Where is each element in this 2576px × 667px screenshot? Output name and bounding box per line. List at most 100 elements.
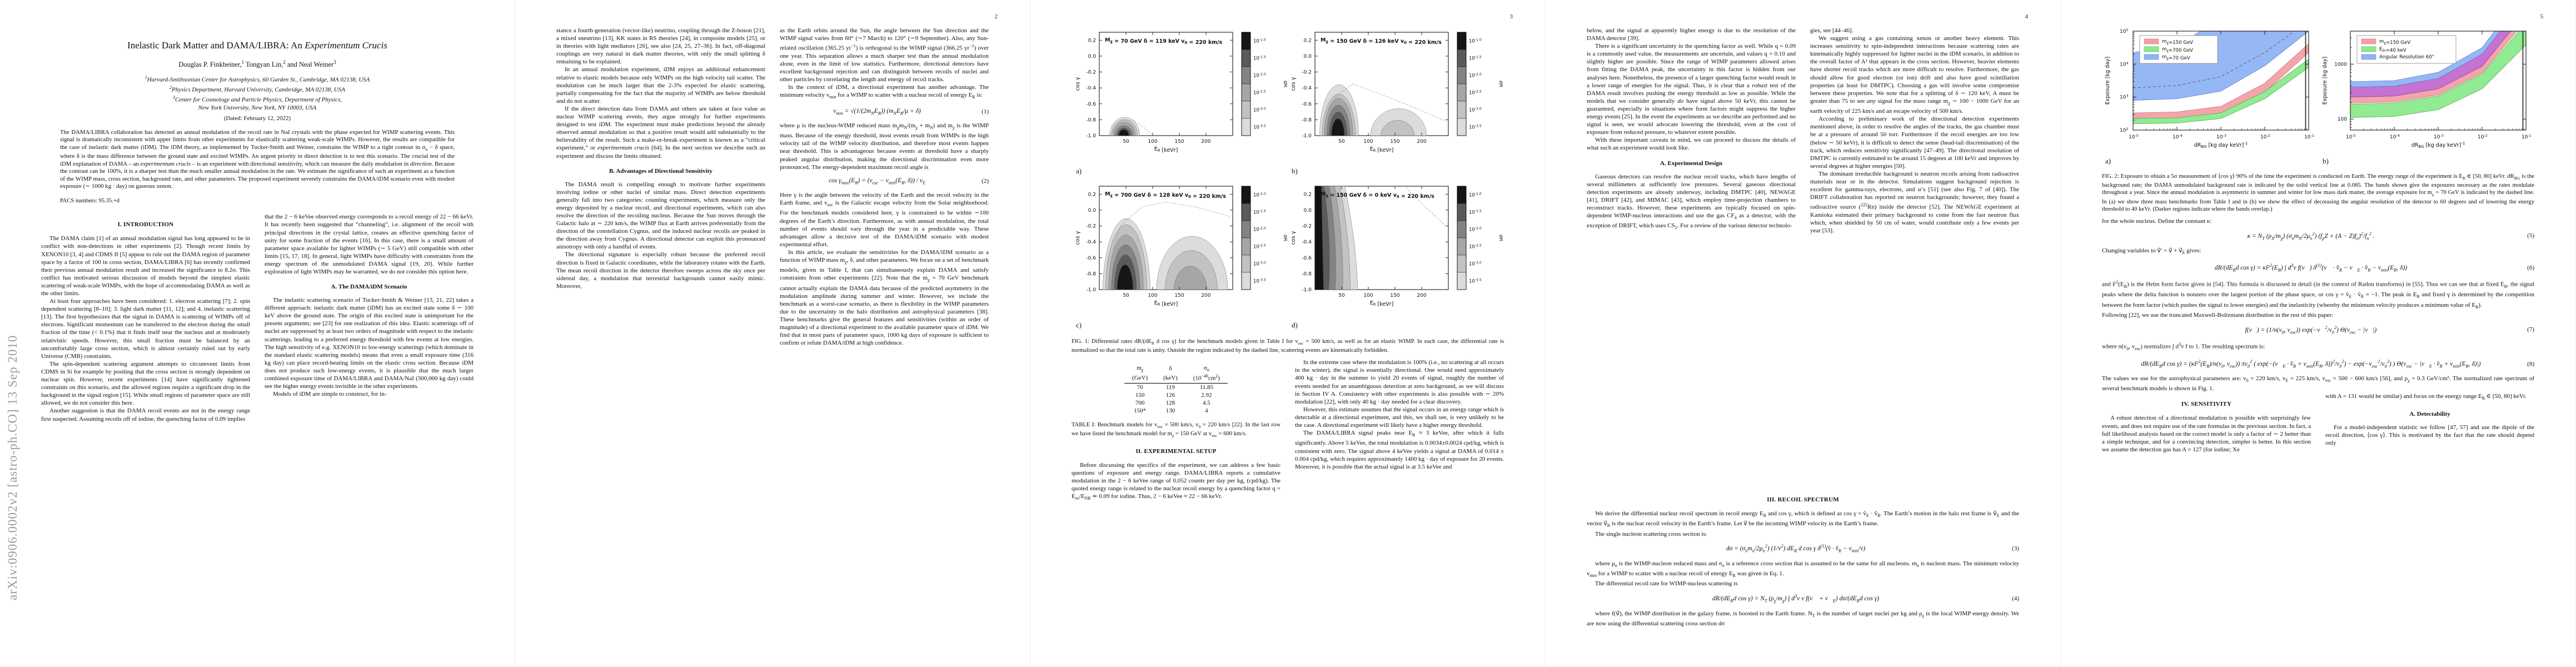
exposure-plot-b: 10-5 10-4 10-3 10-2 10-1 100 1000 Exposure [kg … bbox=[2319, 27, 2535, 167]
y-tick: -0.6 bbox=[1302, 256, 1312, 261]
paragraph: The single nucleon scattering cross sect… bbox=[1595, 530, 1707, 537]
y-tick: 0.0 bbox=[1088, 208, 1097, 213]
paragraph: stance a fourth-generation (vector-like)… bbox=[556, 27, 765, 66]
colorbar-label: dR bbox=[1282, 235, 1287, 241]
subsection-heading: A. Detectability bbox=[2409, 410, 2450, 417]
paragraph: In this article, we evaluate the sensiti… bbox=[780, 248, 989, 347]
y-tick: -0.8 bbox=[1086, 271, 1096, 277]
legend-entry: mχ=150 GeV bbox=[2162, 39, 2193, 46]
log-tick-label: 10-1 bbox=[2304, 133, 2314, 140]
y-axis-label: cos γ bbox=[1075, 231, 1081, 245]
equation-number: (2) bbox=[981, 177, 989, 185]
log-tick-label: 10-3 bbox=[2434, 133, 2444, 140]
log-tick-label: 10-3.5 bbox=[1469, 125, 1482, 131]
paragraph: At least four approaches have been consi… bbox=[41, 298, 250, 360]
paragraph: Models of iDM are simple to construct, f… bbox=[273, 391, 387, 398]
y-tick: 0.0 bbox=[1304, 208, 1312, 213]
x-axis-label: ER [keVr] bbox=[1370, 300, 1394, 307]
x-tick: 50 bbox=[1123, 293, 1129, 298]
y-tick: 100 bbox=[2338, 117, 2347, 122]
column-right: as the Earth orbits around the Sun, the … bbox=[780, 27, 989, 347]
y-tick: 1000 bbox=[2334, 62, 2347, 67]
column-left: IV. SENSITIVITY A robust detection of a d… bbox=[2102, 392, 2311, 453]
paragraph: Here γ is the angle between the velocity… bbox=[780, 192, 989, 248]
section-heading: II. EXPERIMENTAL SETUP bbox=[1135, 447, 1217, 455]
panel-letter: a) bbox=[1076, 167, 1082, 175]
log-tick-label: 10-1.5 bbox=[1253, 56, 1266, 62]
figure-caption: FIG. 1: Differential rates dR/(dER d cos… bbox=[1072, 339, 1504, 354]
x-tick: 200 bbox=[1201, 293, 1210, 298]
table-row: 700 128 4.5 bbox=[1124, 399, 1228, 407]
x-tick: 50 bbox=[1123, 139, 1129, 145]
colorbar-label: dR bbox=[1282, 81, 1287, 87]
fig1-panel-a: 50 100 150 200 0.2 0.0 -0.2 -0.4 -0.6 -0.8 -1.0 Mχ … bbox=[1072, 27, 1288, 181]
fig1-panel-b: 50 100 150 200 0.2 0.0 -0.2 -0.4 -0.6 -0.8 -1.0 Mχ … bbox=[1287, 27, 1503, 181]
log-tick-label: 10-1.0 bbox=[1253, 38, 1266, 44]
paragraph: If the direct detection data from DAMA a… bbox=[556, 105, 765, 160]
table-cell: 700 bbox=[1135, 400, 1145, 407]
x-tick: 150 bbox=[1390, 293, 1399, 298]
panel-letter: d) bbox=[1292, 321, 1298, 329]
log-tick-label: 10-3.5 bbox=[1253, 125, 1266, 131]
y-tick: 0.2 bbox=[1304, 38, 1312, 43]
y-tick: 0.2 bbox=[1088, 192, 1096, 197]
equation-body: dσ = (σnmn/2μn2) (1/v2) dER d cos γ δ(1)… bbox=[1726, 544, 1866, 554]
column-right: gies, see [44–46]. We suggest using a gas… bbox=[1810, 27, 2019, 488]
arxiv-banner: arXiv:0906.0002v2 [astro-ph.CO] 13 Sep 2… bbox=[6, 335, 19, 600]
x-tick: 50 bbox=[1338, 139, 1345, 145]
column-left: stance a fourth-generation (vector-like)… bbox=[556, 27, 765, 347]
paragraph: Following [22], we use the truncated Max… bbox=[2102, 311, 2334, 318]
y-axis-label: cos γ bbox=[1075, 77, 1081, 91]
equation: dσ = (σnmn/2μn2) (1/v2) dER d cos γ δ(1)… bbox=[1587, 544, 2019, 554]
two-columns: stance a fourth-generation (vector-like)… bbox=[556, 27, 989, 347]
fig1-panel-c: 50 100 150 200 0.2 0.0 -0.2 -0.4 -0.6 -0.8 -1.0 Mχ … bbox=[1072, 181, 1288, 335]
y-axis-label: Exposure [kg day] bbox=[2105, 57, 2111, 104]
y-tick: -0.4 bbox=[1086, 86, 1096, 91]
table-cell: 11.85 bbox=[1199, 384, 1214, 391]
y-tick: 0.2 bbox=[1304, 192, 1312, 197]
paragraph: The directional signature is especially … bbox=[556, 251, 765, 290]
column-left: mχ δ σn (GeV) (keV) (10−40cm2) 70 119 11.85 150 12… bbox=[1072, 359, 1280, 502]
equation: κ = NT (ρX/mχ) (σnmN/2μn2) (fpZ + (A − Z… bbox=[2102, 231, 2534, 241]
fig1-grid: 50 100 150 200 0.2 0.0 -0.2 -0.4 -0.6 -0.8 -1.0 Mχ … bbox=[1072, 27, 1504, 335]
table-row: 70 119 11.85 bbox=[1124, 384, 1228, 392]
equation-number: (3) bbox=[2012, 545, 2019, 552]
paragraph: with A = 131 would be similar) and focus… bbox=[2325, 393, 2527, 401]
log-tick-label: 10-2.0 bbox=[1253, 73, 1266, 79]
log-tick-label: 10-2 bbox=[2260, 133, 2270, 140]
section-heading: IV. SENSITIVITY bbox=[2181, 401, 2232, 408]
log-tick-label: 10-1 bbox=[2522, 133, 2532, 140]
y-tick: 0.2 bbox=[1088, 38, 1096, 43]
log-tick-label: 10-3.0 bbox=[1253, 107, 1266, 113]
benchmark-table: mχ δ σn (GeV) (keV) (10−40cm2) 70 119 11.85 150 12… bbox=[1124, 364, 1228, 415]
log-tick-label: 10-2.0 bbox=[1469, 73, 1482, 79]
log-tick-label: 10-2.0 bbox=[1253, 227, 1266, 233]
column-left: I. INTRODUCTION The DAMA claim [1] of an … bbox=[41, 213, 250, 422]
paragraph: Before discussing the specifics of the e… bbox=[1072, 461, 1280, 501]
subsection-heading: A. The DAMA/iDM Scenario bbox=[331, 283, 407, 291]
table-header: mχ δ σn (GeV) (keV) (10−40cm2) bbox=[1124, 364, 1228, 384]
x-tick: 100 bbox=[1148, 293, 1157, 298]
equation-number: (8) bbox=[2527, 360, 2534, 367]
paragraph: We derive the differential nuclear recoi… bbox=[1587, 510, 2020, 529]
log-tick-label: 10-1.0 bbox=[1469, 192, 1482, 198]
contour-plot-b: 50 100 150 200 0.2 0.0 -0.2 -0.4 -0.6 -0.8 -1.0 Mχ … bbox=[1287, 27, 1503, 178]
equation-number: (5) bbox=[2527, 232, 2534, 240]
log-tick-label: 10-1.0 bbox=[1253, 192, 1266, 198]
y-tick: 0.0 bbox=[1088, 54, 1097, 59]
equation: f(v⃗) = (1/n(v0, vesc)) exp(−v⃗2/v02) Θ(… bbox=[2102, 325, 2534, 335]
legend-entry: mχ=70 GeV bbox=[2162, 54, 2190, 61]
log-tick-label: 10-4 bbox=[2173, 133, 2183, 140]
log-tick-label: 104 bbox=[2120, 61, 2129, 67]
log-tick-label: 10-1.5 bbox=[1469, 210, 1482, 216]
y-tick: -0.2 bbox=[1302, 224, 1312, 230]
equation-body: f(v⃗) = (1/n(v0, vesc)) exp(−v⃗2/v02) Θ(… bbox=[2245, 325, 2377, 335]
paragraph: where μn is the WIMP-nucleon reduced mas… bbox=[1587, 560, 2019, 579]
table-cell: 150* bbox=[1134, 407, 1147, 415]
equation-body: vmin = √(1/(2mNER)) (mNER/μ + δ) bbox=[833, 107, 921, 116]
y-tick: -1.0 bbox=[1086, 133, 1096, 139]
table-cell: 70 bbox=[1137, 384, 1143, 391]
paragraph: where n(v0, vesc) normalizes ∫ d3v f to … bbox=[2102, 342, 2265, 351]
paper-affiliation: 3Center for Cosmology and Particle Physi… bbox=[173, 94, 342, 103]
